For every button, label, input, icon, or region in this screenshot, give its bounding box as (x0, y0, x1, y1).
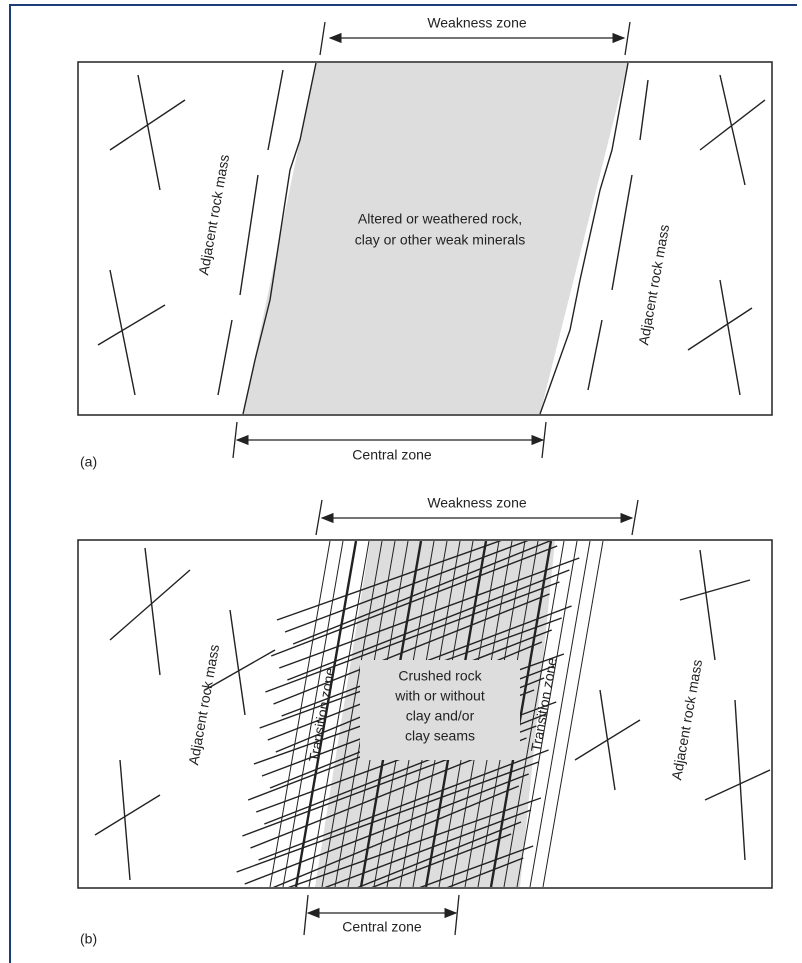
label: clay and/or (406, 708, 475, 724)
label: clay or other weak minerals (355, 232, 525, 248)
panel-a: Weakness zone Central zone Altered or we… (78, 15, 772, 470)
label: Altered or weathered rock, (358, 211, 522, 227)
label: Crushed rock (398, 668, 482, 684)
page: Weakness zone Central zone Altered or we… (0, 0, 802, 963)
label: Central zone (342, 919, 422, 935)
panel-label: (b) (80, 931, 97, 947)
label: Weakness zone (427, 15, 527, 31)
label: Weakness zone (427, 495, 527, 511)
panel-b: Weakness zone Central zone Crushed rock … (78, 495, 772, 963)
label: clay seams (405, 728, 475, 744)
label: with or without (394, 688, 485, 704)
label: Central zone (352, 447, 432, 463)
panel-label: (a) (80, 454, 97, 470)
